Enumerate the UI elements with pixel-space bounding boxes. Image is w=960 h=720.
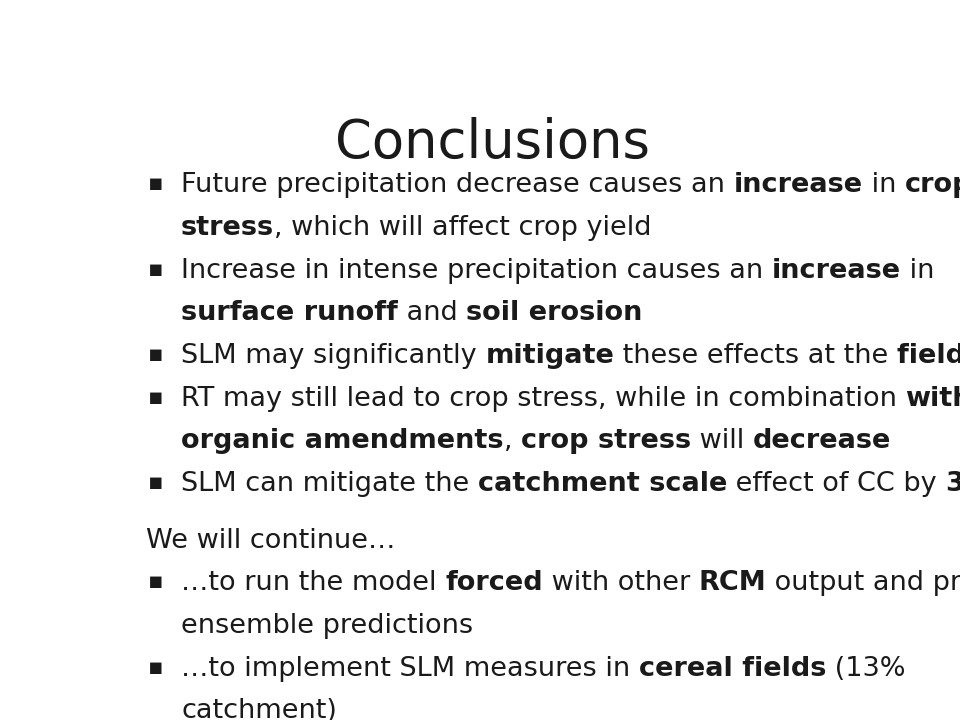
Text: mitigate: mitigate [485,343,614,369]
Text: and: and [397,300,467,326]
Text: output and provide: output and provide [766,570,960,596]
Text: in: in [863,172,904,198]
Text: increase: increase [733,172,863,198]
Text: ▪: ▪ [148,471,164,494]
Text: surface runoff: surface runoff [181,300,397,326]
Text: decrease: decrease [753,428,891,454]
Text: effect of CC by: effect of CC by [728,471,946,497]
Text: 3-7%: 3-7% [946,471,960,497]
Text: soil erosion: soil erosion [467,300,642,326]
Text: Increase in intense precipitation causes an: Increase in intense precipitation causes… [181,258,772,284]
Text: (13%: (13% [827,656,905,682]
Text: catchment scale: catchment scale [478,471,728,497]
Text: with other: with other [542,570,699,596]
Text: ▪: ▪ [148,343,164,366]
Text: forced: forced [445,570,542,596]
Text: cereal fields: cereal fields [638,656,827,682]
Text: organic amendments: organic amendments [181,428,503,454]
Text: ▪: ▪ [148,656,164,679]
Text: SLM may significantly: SLM may significantly [181,343,485,369]
Text: , which will affect crop yield: , which will affect crop yield [275,215,652,241]
Text: increase: increase [772,258,900,284]
Text: ▪: ▪ [148,386,164,409]
Text: Conclusions: Conclusions [334,117,650,169]
Text: stress: stress [181,215,275,241]
Text: with: with [905,386,960,412]
Text: in: in [900,258,934,284]
Text: RT may still lead to crop stress, while in combination: RT may still lead to crop stress, while … [181,386,905,412]
Text: ensemble predictions: ensemble predictions [181,613,473,639]
Text: ▪: ▪ [148,570,164,593]
Text: SLM can mitigate the: SLM can mitigate the [181,471,478,497]
Text: ,: , [503,428,520,454]
Text: …to implement SLM measures in: …to implement SLM measures in [181,656,638,682]
Text: ▪: ▪ [148,172,164,195]
Text: We will continue…: We will continue… [146,528,396,554]
Text: catchment): catchment) [181,698,337,720]
Text: RCM: RCM [699,570,766,596]
Text: ▪: ▪ [148,258,164,281]
Text: will: will [691,428,753,454]
Text: …to run the model: …to run the model [181,570,445,596]
Text: crop stress: crop stress [520,428,691,454]
Text: crop: crop [904,172,960,198]
Text: field scale: field scale [897,343,960,369]
Text: these effects at the: these effects at the [614,343,897,369]
Text: Future precipitation decrease causes an: Future precipitation decrease causes an [181,172,733,198]
